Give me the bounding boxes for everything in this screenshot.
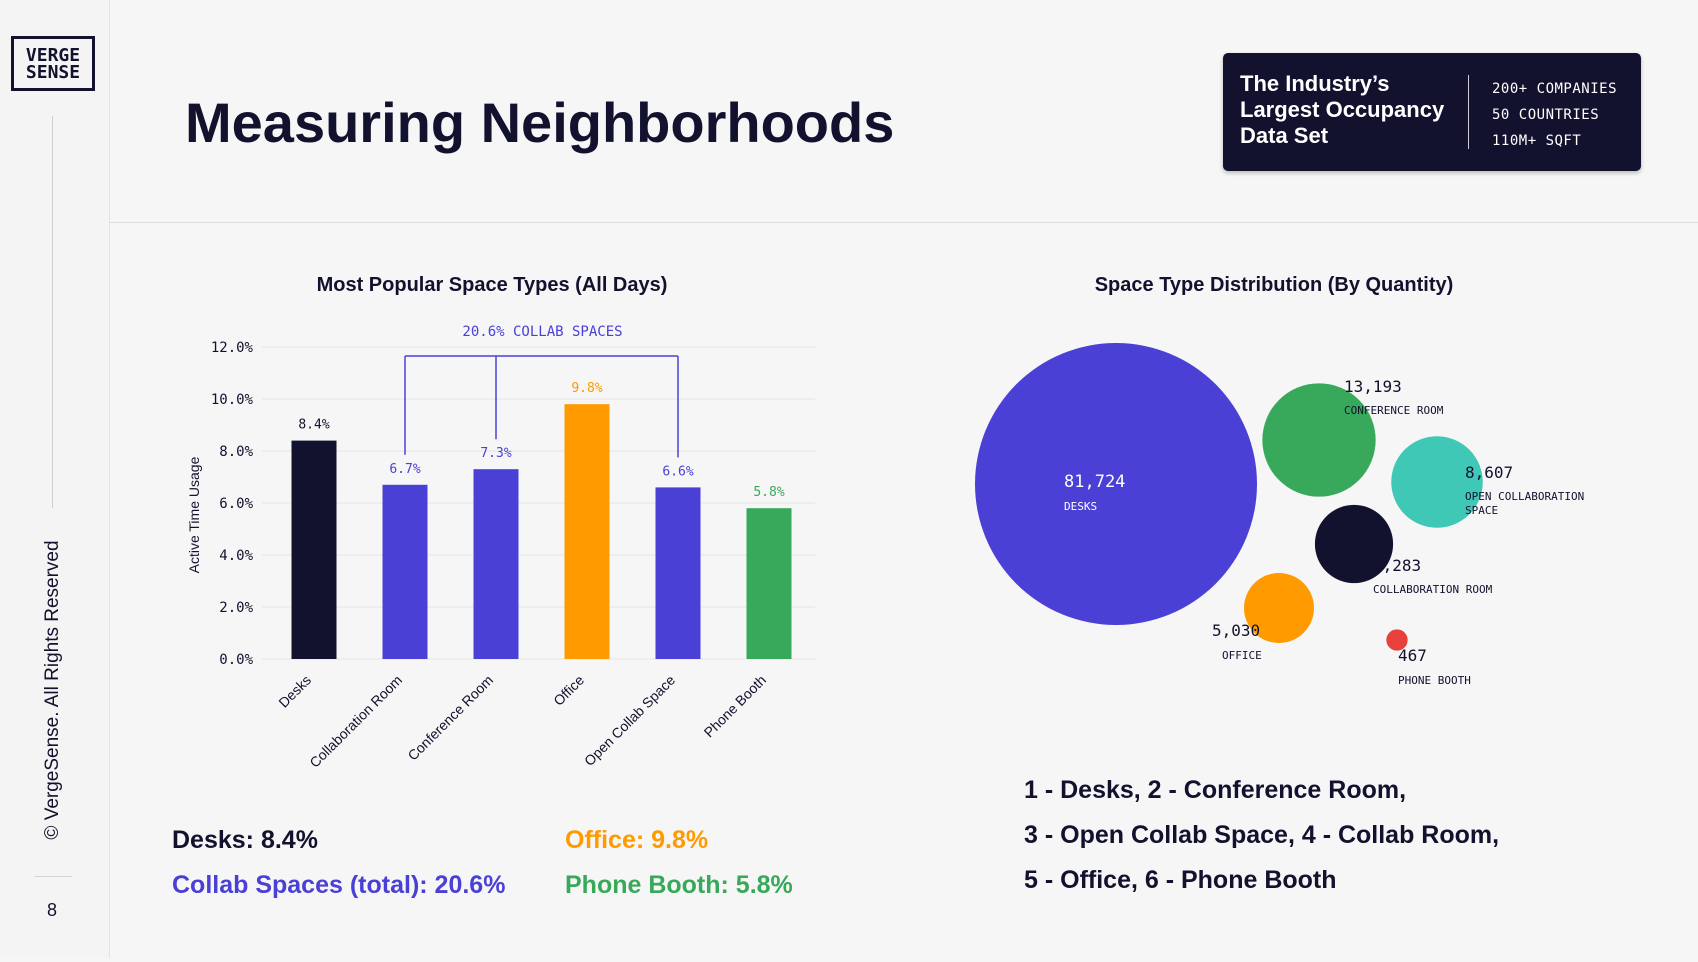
bubble-category-label: SPACE: [1465, 504, 1498, 517]
badge-stat-companies: 200+ COMPANIES: [1492, 81, 1618, 97]
key-line-1: 1 - Desks, 2 - Conference Room,: [1024, 776, 1407, 804]
bar-value-label: 6.6%: [662, 464, 693, 479]
bar-value-label: 5.8%: [753, 485, 784, 500]
y-tick-label: 8.0%: [219, 444, 253, 460]
bubble-collaboration-room: [1314, 504, 1394, 584]
logo-line-1: VERGE: [25, 44, 81, 66]
badge-headline: The Industry’s Largest Occupancy Data Se…: [1240, 71, 1444, 149]
y-tick-label: 12.0%: [211, 340, 254, 356]
bubble-category-label: COLLABORATION ROOM: [1373, 583, 1493, 596]
sidebar: VERGE SENSE © VergeSense. All Rights Res…: [0, 0, 110, 958]
y-tick-label: 10.0%: [211, 392, 254, 408]
bubble-phone-booth: [1386, 629, 1408, 651]
key-line-2: 3 - Open Collab Space, 4 - Collab Room,: [1024, 821, 1500, 849]
bubble-conference-room: [1262, 383, 1376, 497]
bubble-category-label: DESKS: [1064, 500, 1097, 513]
x-tick-label: Phone Booth: [701, 672, 770, 741]
space-type-key: 1 - Desks, 2 - Conference Room, 3 - Open…: [1024, 768, 1499, 903]
key-line-3: 5 - Office, 6 - Phone Booth: [1024, 866, 1337, 894]
bubble-value-label: 5,030: [1212, 621, 1260, 640]
summary-desks: Desks: 8.4%: [172, 826, 318, 854]
bar-office: [564, 404, 610, 659]
badge-divider: [1468, 75, 1469, 149]
bubble-value-label: 8,607: [1465, 463, 1513, 482]
bar-open-collab-space: [655, 487, 701, 659]
page-number: 8: [46, 900, 57, 920]
bubble-category-label: OPEN COLLABORATION: [1465, 490, 1584, 503]
summary-office: Office: 9.8%: [565, 826, 709, 854]
bubble-desks: [975, 343, 1257, 625]
badge-line-1: The Industry’s: [1240, 71, 1390, 96]
vergesense-logo: VERGE SENSE: [11, 36, 95, 91]
bubble-value-label: 13,193: [1344, 377, 1402, 396]
bubble-chart-title: Space Type Distribution (By Quantity): [1094, 274, 1454, 296]
bubble-category-label: CONFERENCE ROOM: [1344, 404, 1444, 417]
bar-chart-title: Most Popular Space Types (All Days): [316, 274, 668, 296]
y-tick-label: 6.0%: [219, 496, 253, 512]
bubble-category-label: PHONE BOOTH: [1398, 674, 1471, 687]
badge-stat-countries: 50 COUNTRIES: [1492, 107, 1600, 123]
sidebar-divider-line: [52, 116, 53, 508]
bubble-office: [1244, 573, 1314, 643]
summary-phone: Phone Booth: 5.8%: [565, 871, 793, 899]
page-title: Measuring Neighborhoods: [185, 91, 895, 154]
dataset-badge: The Industry’s Largest Occupancy Data Se…: [1223, 53, 1641, 171]
badge-stat-sqft: 110M+ SQFT: [1492, 133, 1582, 149]
y-tick-label: 0.0%: [219, 652, 253, 668]
bubble-value-label: 81,724: [1064, 472, 1125, 492]
x-tick-label: Conference Room: [404, 672, 496, 764]
bar-value-label: 8.4%: [298, 418, 329, 433]
collab-annotation: 20.6% COLLAB SPACES: [462, 324, 622, 340]
bubble-category-label: OFFICE: [1222, 649, 1262, 662]
summary-collab: Collab Spaces (total): 20.6%: [172, 871, 506, 899]
bar-value-label: 6.7%: [389, 462, 420, 477]
badge-line-2: Largest Occupancy: [1240, 97, 1445, 122]
bar-desks: [291, 440, 337, 659]
y-axis-label: Active Time Usage: [186, 456, 202, 573]
logo-line-2: SENSE: [25, 61, 81, 83]
x-tick-label: Collaboration Room: [306, 672, 405, 771]
y-tick-label: 2.0%: [219, 600, 253, 616]
badge-line-3: Data Set: [1240, 123, 1329, 148]
bar-phone-booth: [746, 508, 792, 659]
bar-value-label: 7.3%: [480, 446, 511, 461]
sidebar-separator: [34, 876, 72, 877]
header-divider: [110, 222, 1698, 223]
badge-stats: 200+ COMPANIES 50 COUNTRIES 110M+ SQFT: [1492, 76, 1617, 154]
bubble-open-collaboration-space: [1391, 436, 1483, 528]
bar-value-label: 9.8%: [571, 381, 602, 396]
bubble-value-label: 467: [1398, 646, 1427, 665]
bubble-value-label: 6,283: [1373, 556, 1421, 575]
x-tick-label: Open Collab Space: [581, 672, 678, 769]
bar-conference-room: [473, 469, 519, 659]
y-tick-label: 4.0%: [219, 548, 253, 564]
x-tick-label: Office: [550, 672, 587, 709]
bar-collaboration-room: [382, 484, 428, 659]
x-tick-label: Desks: [275, 672, 314, 711]
